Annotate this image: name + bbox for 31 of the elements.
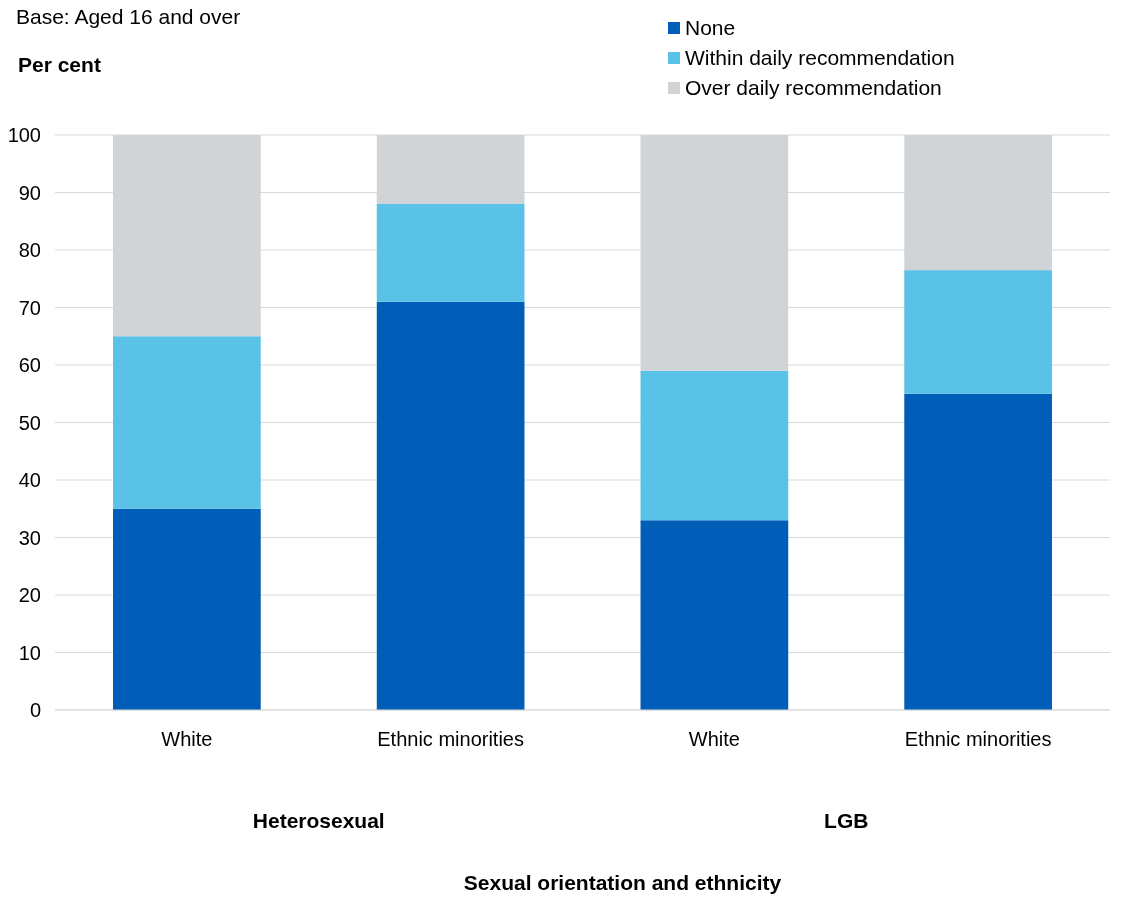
y-axis-title: Per cent [18, 53, 101, 76]
text: Heterosexual [252, 809, 385, 832]
x-tick-label: Ethnic minorities [904, 728, 1052, 750]
y-tick-label: 30 [18, 526, 41, 549]
y-tick-label: 70 [18, 296, 41, 319]
legend-label: Within daily recommendation [685, 46, 955, 70]
bar [376, 301, 525, 710]
y-tick-label: 60 [18, 354, 41, 376]
text: LGB [824, 809, 869, 832]
y-tick-label: 100 [7, 124, 41, 146]
bar [376, 204, 525, 302]
y-tick-label: 20 [18, 584, 41, 606]
y-tick-label: 10 [18, 641, 41, 664]
bar [904, 393, 1052, 710]
legend-label: None [685, 16, 736, 40]
bar [904, 270, 1052, 394]
y-tick-label: 0 [29, 699, 41, 721]
chart-subtitle: Base: Aged 16 and over [16, 5, 241, 28]
y-tick-label: 90 [18, 181, 41, 204]
bar [640, 370, 789, 521]
y-tick-label: 80 [18, 239, 41, 261]
bar [113, 508, 261, 710]
x-tick-label: Ethnic minorities [377, 728, 524, 750]
legend-label: Over daily recommendation [685, 76, 942, 100]
y-tick-label: 40 [18, 469, 41, 491]
text: Sexual orientation and ethnicity [463, 871, 782, 894]
x-tick-label: White [161, 728, 213, 750]
y-tick-label: 50 [18, 411, 41, 434]
x-tick-label: White [688, 728, 740, 750]
bar [640, 520, 789, 710]
bar [113, 336, 261, 509]
